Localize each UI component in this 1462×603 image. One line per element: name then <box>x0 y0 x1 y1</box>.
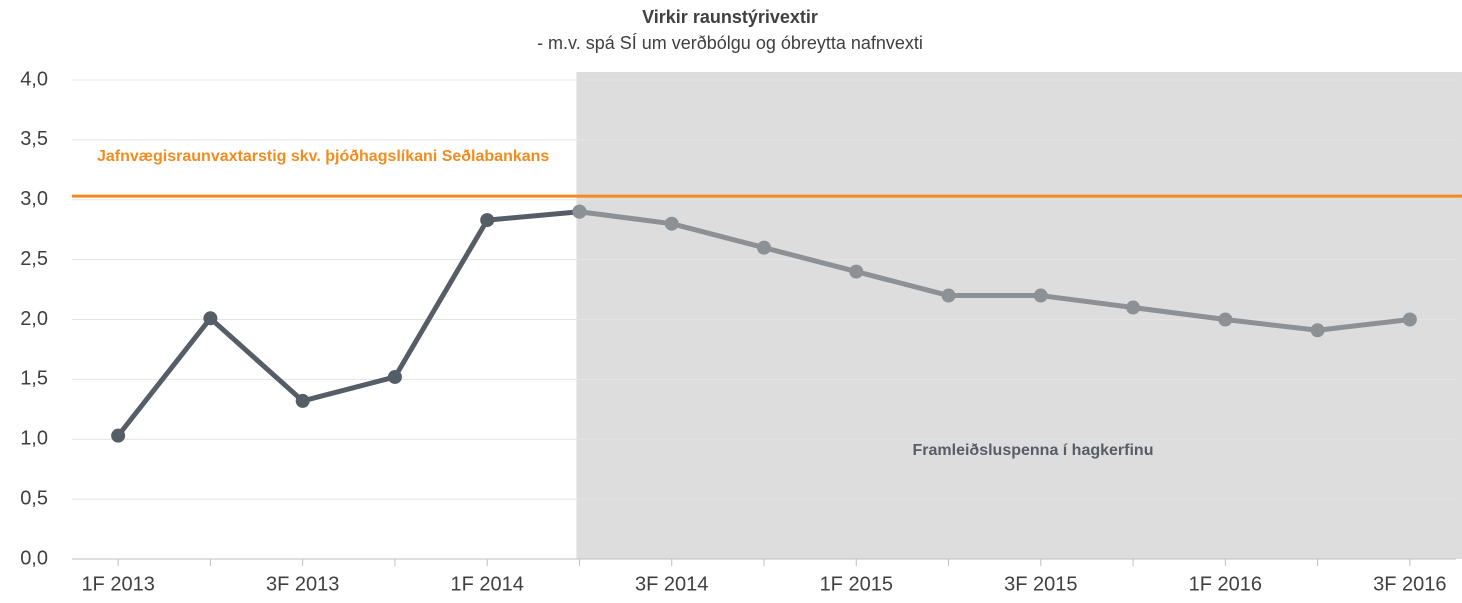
y-tick-label: 1,5 <box>20 368 48 390</box>
x-tick-label: 1F 2015 <box>820 573 893 595</box>
point <box>1310 323 1325 338</box>
y-tick-label: 3,5 <box>20 128 48 150</box>
y-tick-label: 0,0 <box>20 547 48 569</box>
y-tick-label: 2,5 <box>20 248 48 270</box>
point <box>757 240 771 255</box>
point <box>295 393 310 408</box>
x-tick-label: 3F 2015 <box>1004 573 1077 595</box>
point <box>941 288 956 303</box>
point <box>664 216 679 231</box>
point <box>480 213 495 228</box>
x-tick-label: 1F 2014 <box>451 573 524 595</box>
shaded-region <box>576 72 1462 559</box>
reference-label: Jafnvægisraunvaxtarstig skv. þjóðhagslík… <box>97 148 549 165</box>
x-tick-label: 3F 2014 <box>635 573 708 595</box>
y-tick-label: 4,0 <box>20 68 48 90</box>
x-tick-label: 1F 2016 <box>1189 573 1262 595</box>
x-tick-label: 3F 2016 <box>1373 573 1446 595</box>
point <box>1402 312 1417 327</box>
point <box>203 311 218 326</box>
x-tick-label: 1F 2013 <box>81 573 154 595</box>
series-line <box>116 209 580 438</box>
chart-subtitle: - m.v. spá SÍ um verðbólgu og óbreytta n… <box>537 33 923 53</box>
chart-title: Virkir raunstýrivextir <box>642 7 818 27</box>
point <box>1218 312 1233 327</box>
point <box>1126 300 1141 315</box>
point <box>572 204 587 219</box>
y-tick-label: 3,0 <box>20 188 48 210</box>
y-tick-label: 0,5 <box>20 487 48 509</box>
y-tick-label: 1,0 <box>20 428 48 450</box>
x-tick-label: 3F 2013 <box>266 573 339 595</box>
series-line <box>579 209 1411 333</box>
point <box>1033 288 1048 303</box>
point <box>387 369 402 384</box>
point <box>111 428 126 443</box>
shaded-label: Framleiðsluspenna í hagkerfinu <box>913 442 1154 459</box>
y-tick-label: 2,0 <box>20 308 48 330</box>
point <box>849 264 864 279</box>
